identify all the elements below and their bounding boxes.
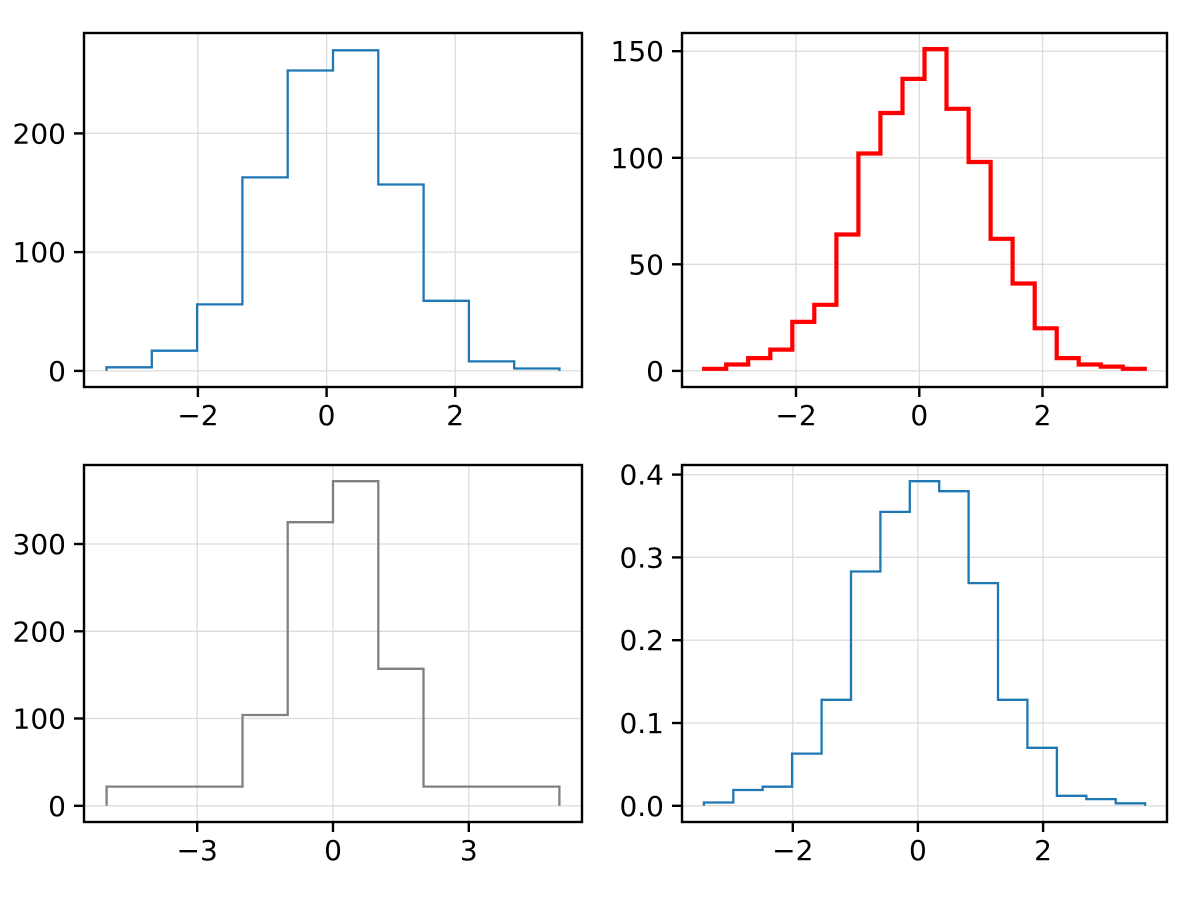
axes-spines: [680, 463, 1169, 824]
x-tick-label: −2: [775, 399, 816, 432]
axes-spines: [680, 31, 1169, 389]
x-tick-label: 2: [446, 399, 464, 432]
x-tick-label: −2: [177, 399, 218, 432]
subplot-top-right: −2 0 2 0 50 100 150: [611, 31, 1169, 432]
x-tick-label: −2: [772, 834, 813, 867]
axes-spines: [82, 31, 584, 389]
y-tick-label: 150: [611, 35, 664, 68]
y-tick-label: 0.4: [619, 459, 664, 492]
y-tick-label: 50: [628, 248, 664, 281]
x-tick-label: −3: [177, 834, 218, 867]
x-tick-label: 0: [910, 399, 928, 432]
y-tick-label: 300: [13, 528, 66, 561]
x-tick-label: 2: [1034, 399, 1052, 432]
x-tick-label: 0: [318, 399, 336, 432]
y-tick-label: 0.2: [619, 624, 664, 657]
subplot-bottom-left: −3 0 3 0 100 200 300: [13, 463, 584, 867]
y-tick-label: 0: [48, 790, 66, 823]
y-tick-label: 100: [13, 703, 66, 736]
x-tick-label: 0: [324, 834, 342, 867]
histogram-step-line: [105, 49, 561, 371]
y-tick-label: 100: [13, 236, 66, 269]
subplot-top-left: −2 0 2 0 100 200: [13, 31, 584, 432]
y-tick-label: 100: [611, 142, 664, 175]
histogram-step-line: [702, 480, 1147, 806]
y-tick-label: 0.0: [619, 790, 664, 823]
y-tick-label: 0: [646, 355, 664, 388]
x-tick-label: 0: [909, 834, 927, 867]
x-tick-label: 3: [460, 834, 478, 867]
x-tick-label: 2: [1034, 834, 1052, 867]
y-tick-label: 0: [48, 355, 66, 388]
y-tick-label: 0.3: [619, 541, 664, 574]
histogram-step-line: [105, 480, 561, 806]
histogram-step-line: [702, 47, 1147, 371]
y-tick-label: 0.1: [619, 707, 664, 740]
y-tick-label: 200: [13, 117, 66, 150]
y-tick-label: 200: [13, 615, 66, 648]
subplot-bottom-right: −2 0 2 0.0 0.1 0.2 0.3 0.4: [619, 459, 1169, 867]
